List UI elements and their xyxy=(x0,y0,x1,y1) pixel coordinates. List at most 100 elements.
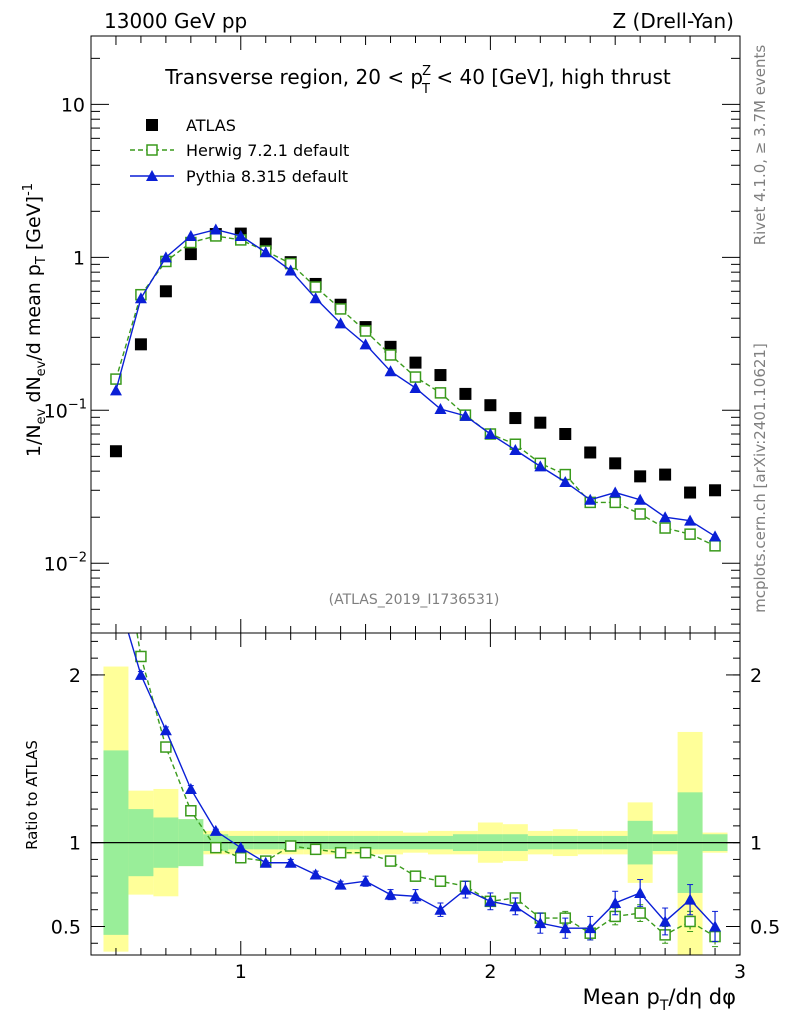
main-ytick-label: 10−1 xyxy=(44,397,87,422)
ratio-point xyxy=(559,922,572,934)
data-point xyxy=(184,248,197,261)
data-point xyxy=(359,325,372,337)
ratio-point xyxy=(484,895,497,907)
main-ylabel: 1/Nev dNev/d mean pT [GeV]-1 xyxy=(21,183,49,457)
legend-marker xyxy=(146,144,158,156)
data-point xyxy=(459,387,472,400)
main-ytick-label: 10−2 xyxy=(44,550,87,575)
ratio-point xyxy=(584,922,597,934)
data-point xyxy=(459,409,472,421)
ratio-point xyxy=(334,878,347,890)
ratio-point xyxy=(185,805,197,817)
ratio-point xyxy=(659,915,672,927)
data-point xyxy=(609,496,621,509)
data-point xyxy=(709,530,722,542)
legend-marker xyxy=(146,119,158,131)
ratio-ytick-label: 1 xyxy=(69,833,81,855)
data-point xyxy=(659,511,672,523)
data-point xyxy=(659,522,671,534)
legend-label: Herwig 7.2.1 default xyxy=(186,141,349,160)
header-right: Z (Drell-Yan) xyxy=(612,9,734,33)
data-point xyxy=(110,373,122,385)
data-point xyxy=(384,365,397,377)
legend-marker xyxy=(146,170,158,181)
ratio-point xyxy=(135,650,147,663)
data-point xyxy=(109,384,122,396)
ratio-point xyxy=(434,875,447,887)
data-point xyxy=(184,229,197,241)
rivet-version-label: Rivet 4.1.0, ≥ 3.7M events xyxy=(751,45,769,246)
data-point xyxy=(434,387,447,399)
data-point xyxy=(684,528,696,540)
data-point xyxy=(609,486,622,498)
data-point xyxy=(509,412,522,425)
data-point xyxy=(634,470,647,483)
data-point xyxy=(159,251,172,263)
ratio-ylabel: Ratio to ATLAS xyxy=(23,740,41,850)
ratio-point xyxy=(434,903,447,915)
ratio-point xyxy=(409,890,422,902)
ratio-point xyxy=(159,724,172,736)
data-point xyxy=(159,285,172,298)
data-point xyxy=(384,349,397,361)
ratio-point xyxy=(309,868,322,880)
data-point xyxy=(684,486,697,499)
main-title: Transverse region, 20 < pZ T < 40 [GeV], … xyxy=(164,64,671,97)
series-2 xyxy=(109,223,722,542)
ratio-point xyxy=(609,897,622,909)
data-point xyxy=(409,371,422,383)
data-point xyxy=(584,493,597,505)
data-point xyxy=(409,381,422,393)
data-point xyxy=(609,457,622,470)
data-point xyxy=(534,416,547,429)
title-part-sub: T xyxy=(421,82,430,97)
ratio-point xyxy=(284,840,297,852)
header-left: 13000 GeV pp xyxy=(104,9,247,33)
ratio-point xyxy=(359,846,372,859)
data-point xyxy=(359,338,372,350)
title-part-pre: Transverse region, 20 < p xyxy=(164,65,423,89)
ratio-point xyxy=(309,843,322,856)
ratio-point xyxy=(284,856,297,868)
data-point xyxy=(334,303,347,315)
series-0 xyxy=(109,227,722,499)
analysis-id: (ATLAS_2019_I1736531) xyxy=(329,592,500,608)
data-point xyxy=(509,444,522,456)
mcplots-label: mcplots.cern.ch [arXiv:2401.10621] xyxy=(751,343,769,613)
data-point xyxy=(309,281,322,293)
data-point xyxy=(134,338,147,351)
ratio-point xyxy=(684,915,696,928)
ratio-series-1 xyxy=(127,633,722,943)
ratio-point xyxy=(209,824,222,836)
data-point xyxy=(634,508,646,520)
main-ytick-label: 10 xyxy=(61,94,85,116)
ratio-ytick-label: 0.5 xyxy=(51,916,81,938)
data-point xyxy=(409,356,422,369)
ratio-point xyxy=(684,893,697,905)
data-point xyxy=(209,223,222,235)
ratio-point xyxy=(235,851,247,864)
main-panel: 10−2 10−1 1 10 Transverse region, 20 < pZ T … xyxy=(21,35,741,634)
data-point xyxy=(309,292,322,304)
ratio-point xyxy=(384,888,397,900)
x-tick-label: 3 xyxy=(734,961,746,983)
legend-label: ATLAS xyxy=(186,116,236,135)
data-point xyxy=(659,468,672,481)
data-point xyxy=(109,445,122,458)
data-point xyxy=(559,475,572,487)
main-ytick-label: 1 xyxy=(73,247,85,269)
title-part-post: < 40 [GeV], high thrust xyxy=(430,65,671,89)
data-point xyxy=(559,428,572,440)
ratio-point xyxy=(534,917,547,929)
x-tick-label: 1 xyxy=(235,961,247,983)
ratio-point xyxy=(184,782,197,794)
ratio-point xyxy=(634,886,647,898)
data-point xyxy=(484,428,497,439)
data-point xyxy=(259,246,272,258)
ratio-point xyxy=(634,907,646,919)
x-axis-label: Mean pT/dη dφ xyxy=(583,985,736,1014)
ratio-ytick-label-right: 0.5 xyxy=(750,916,780,938)
title-part-sup: Z xyxy=(422,64,431,79)
ratio-panel: 0.5 0.5 1 1 2 2 1 2 3 Ratio to ATLAS Mean pT/dη … xyxy=(23,632,780,1014)
